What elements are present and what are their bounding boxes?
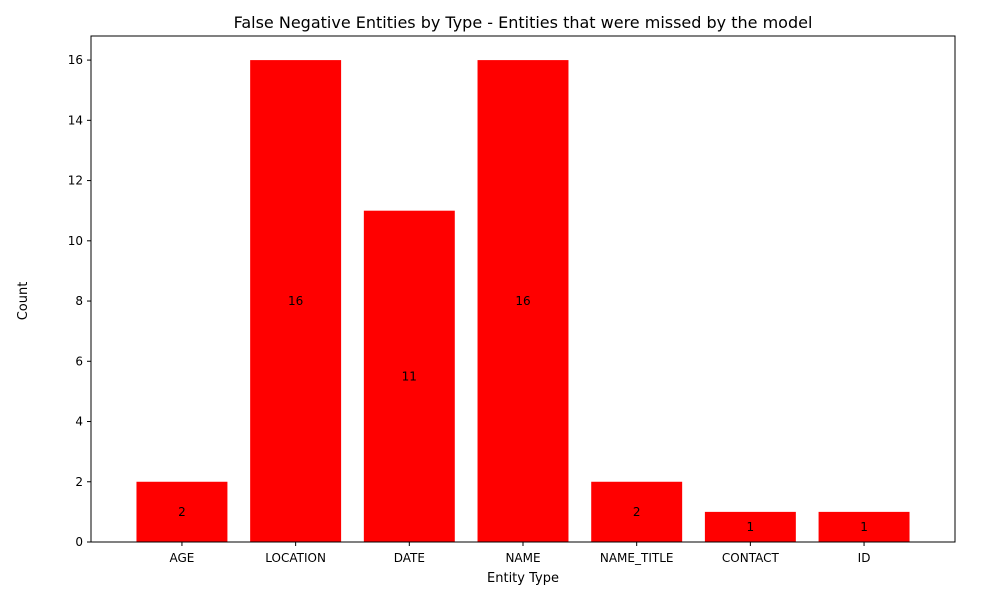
data-label: 1 (747, 520, 755, 534)
y-tick-label: 14 (68, 113, 83, 127)
bar-date (363, 210, 455, 542)
bar-contact (704, 511, 796, 542)
x-tick-label: CONTACT (722, 551, 780, 565)
x-tick-label: NAME_TITLE (600, 551, 674, 565)
y-axis: 0 2 4 6 8 10 12 14 16 (68, 53, 91, 549)
bars-layer (136, 60, 910, 542)
x-tick-label: ID (858, 551, 871, 565)
y-tick-label: 12 (68, 174, 83, 188)
bar-name-title (591, 481, 683, 542)
bar-age (136, 481, 228, 542)
data-label: 2 (633, 505, 641, 519)
y-tick-label: 6 (75, 354, 83, 368)
bar-id (818, 511, 910, 542)
x-tick-label: DATE (394, 551, 425, 565)
x-axis: AGE LOCATION DATE NAME NAME_TITLE CONTACT ID (170, 542, 871, 565)
y-tick-label: 10 (68, 234, 83, 248)
y-tick-label: 16 (68, 53, 83, 67)
data-label: 16 (288, 294, 303, 308)
data-label: 1 (860, 520, 868, 534)
x-axis-label: Entity Type (487, 571, 559, 586)
data-label: 2 (178, 505, 186, 519)
y-tick-label: 0 (75, 535, 83, 549)
bar-location (250, 60, 342, 542)
data-label: 16 (515, 294, 530, 308)
chart-title: False Negative Entities by Type - Entiti… (234, 13, 813, 32)
x-tick-label: LOCATION (265, 551, 326, 565)
y-tick-label: 2 (75, 475, 83, 489)
y-axis-label: Count (16, 282, 31, 321)
data-label: 11 (402, 369, 417, 383)
x-tick-label: AGE (170, 551, 195, 565)
plot-frame (90, 35, 956, 543)
bar-name (477, 60, 569, 542)
y-tick-label: 4 (75, 415, 83, 429)
y-tick-label: 8 (75, 294, 83, 308)
x-tick-label: NAME (505, 551, 540, 565)
